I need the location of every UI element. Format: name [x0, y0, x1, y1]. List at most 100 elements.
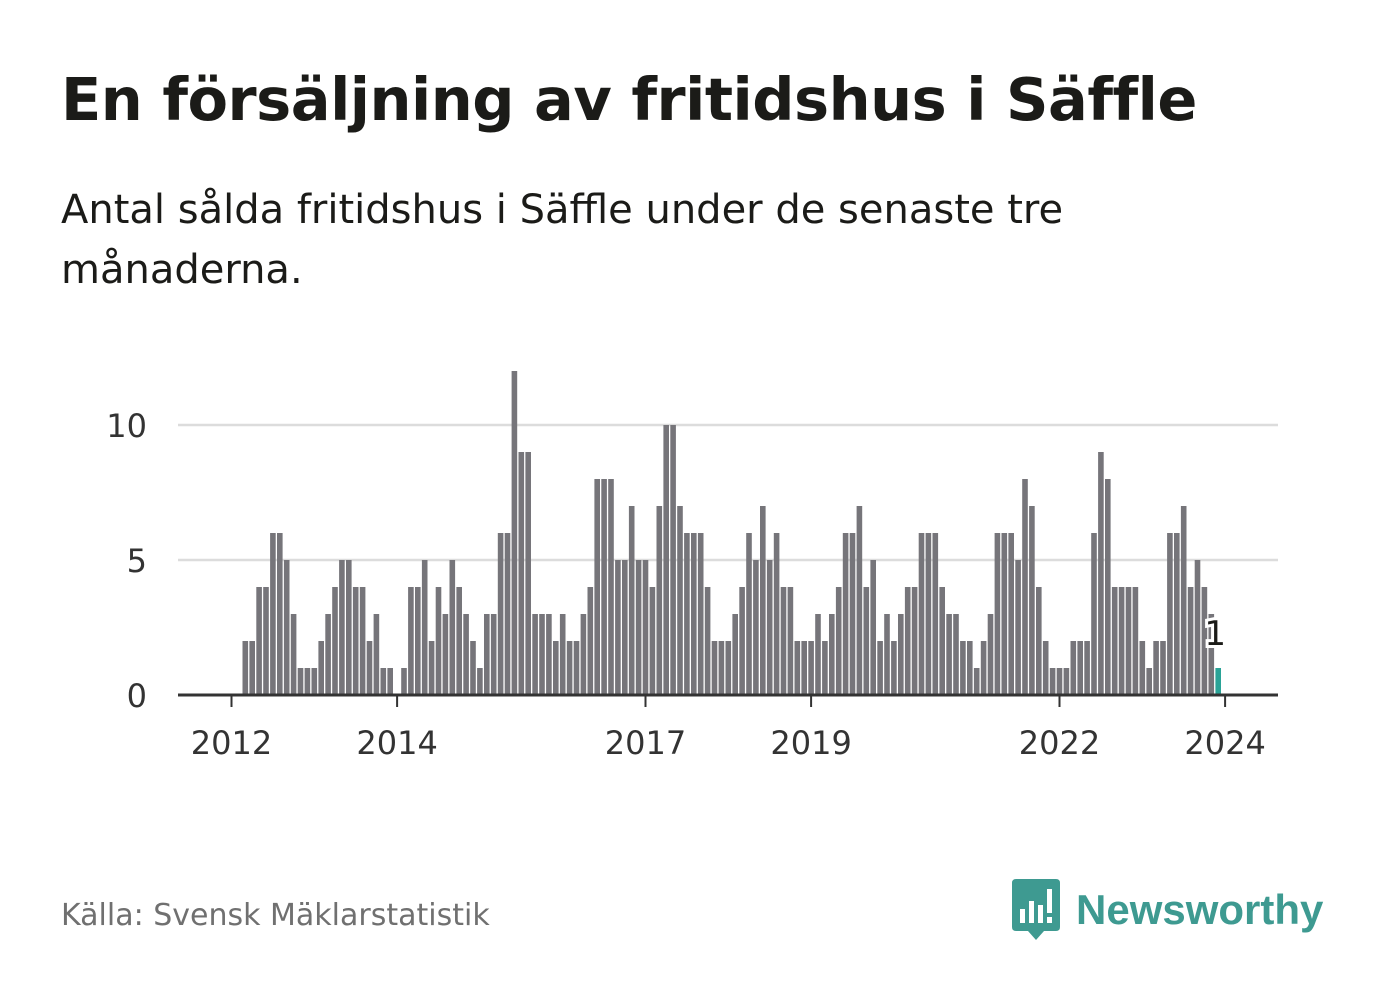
newsworthy-brand[interactable]: Newsworthy	[1010, 878, 1323, 942]
bar	[842, 533, 849, 695]
bar	[601, 479, 607, 695]
bar	[925, 533, 932, 695]
bar	[780, 587, 787, 695]
highlight-data-label: 1	[1204, 614, 1226, 654]
bar	[325, 614, 331, 695]
bar	[346, 560, 352, 695]
bar	[566, 641, 573, 695]
bar	[670, 425, 676, 695]
bar	[553, 641, 559, 695]
bar	[1201, 587, 1208, 695]
bar	[1022, 479, 1028, 695]
bar	[822, 641, 828, 695]
bar	[594, 479, 600, 695]
bar	[642, 560, 649, 695]
bar	[249, 641, 255, 695]
bar	[787, 587, 794, 695]
bar	[946, 614, 952, 695]
bar	[539, 614, 545, 695]
bar	[415, 587, 421, 695]
bar	[490, 614, 497, 695]
bar	[373, 614, 380, 695]
bar	[456, 587, 462, 695]
bar	[677, 506, 683, 695]
bar	[1036, 587, 1042, 695]
bar	[939, 587, 945, 695]
bar	[753, 560, 759, 695]
x-tick-label: 2022	[1019, 724, 1100, 762]
bar	[304, 668, 311, 695]
bar	[1105, 479, 1111, 695]
bar	[1001, 533, 1008, 695]
bar	[532, 614, 538, 695]
bar	[856, 506, 863, 695]
bar	[615, 560, 621, 695]
bar	[918, 533, 925, 695]
bar	[1015, 560, 1021, 695]
brand-name: Newsworthy	[1076, 886, 1324, 933]
bar	[663, 425, 669, 695]
bar	[1146, 668, 1152, 695]
bar	[684, 533, 690, 695]
bar	[711, 641, 718, 695]
bar	[994, 533, 1001, 695]
bar	[766, 560, 773, 695]
bar	[870, 560, 876, 695]
bar	[891, 641, 897, 695]
bar	[739, 587, 745, 695]
bar	[546, 614, 552, 695]
bar	[1174, 533, 1180, 695]
x-tick-label: 2012	[191, 724, 272, 762]
bar	[911, 587, 918, 695]
x-tick-label: 2014	[356, 724, 437, 762]
bar	[270, 533, 276, 695]
bar	[332, 587, 338, 695]
bar	[953, 614, 959, 695]
bar	[1029, 506, 1035, 695]
bar	[1008, 533, 1014, 695]
bar	[1084, 641, 1090, 695]
bar	[463, 614, 469, 695]
bar	[960, 641, 966, 695]
bar	[1042, 641, 1049, 695]
bar	[339, 560, 345, 695]
bar	[635, 560, 642, 695]
bar	[904, 587, 911, 695]
bar	[283, 560, 290, 695]
bar	[1056, 668, 1063, 695]
bar	[408, 587, 414, 695]
bar	[691, 533, 697, 695]
bar	[242, 641, 249, 695]
bar	[297, 668, 304, 695]
bar	[849, 533, 856, 695]
bar	[525, 452, 531, 695]
bar	[656, 506, 663, 695]
bar	[256, 587, 262, 695]
bar	[608, 479, 614, 695]
bar	[1063, 668, 1070, 695]
bar	[318, 641, 324, 695]
bar	[1132, 587, 1139, 695]
bar	[980, 641, 987, 695]
bar	[1111, 587, 1118, 695]
newsworthy-logo-icon	[1012, 879, 1060, 940]
bar-highlight	[1215, 668, 1221, 695]
bar	[263, 587, 269, 695]
bar	[504, 533, 511, 695]
y-tick-label: 0	[127, 677, 147, 715]
bar	[428, 641, 435, 695]
bar	[725, 641, 732, 695]
bar	[290, 614, 297, 695]
x-tick-label: 2019	[770, 724, 851, 762]
bar	[808, 641, 814, 695]
bar	[1139, 641, 1146, 695]
bar	[622, 560, 628, 695]
bar	[518, 452, 525, 695]
bar	[1091, 533, 1097, 695]
bar	[932, 533, 939, 695]
bar	[815, 614, 821, 695]
bar	[794, 641, 801, 695]
bar	[352, 587, 359, 695]
bar	[277, 533, 283, 695]
y-tick-label: 10	[106, 407, 147, 445]
